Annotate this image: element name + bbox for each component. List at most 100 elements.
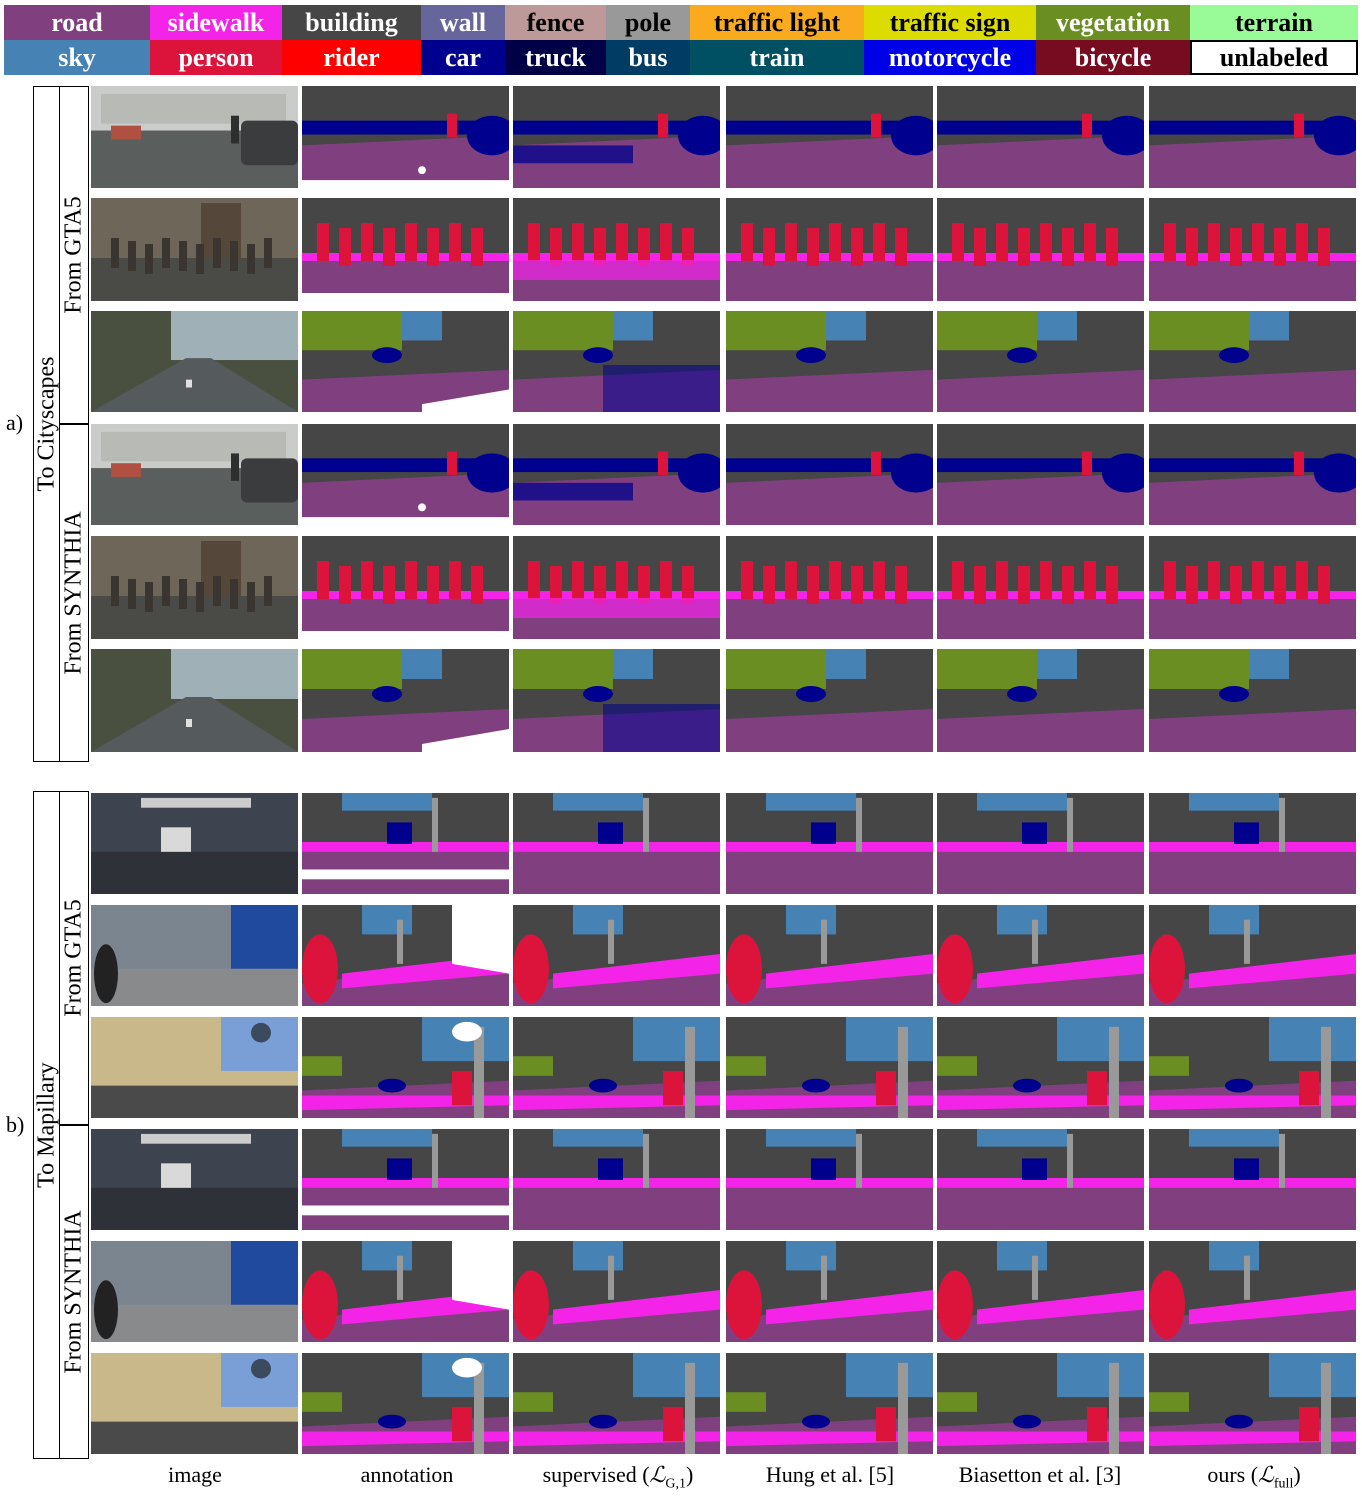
legend-wall: wall — [421, 5, 505, 40]
segmentation-map — [937, 536, 1144, 639]
tile-a-row4-supervised — [513, 424, 720, 525]
segmentation-map — [726, 1353, 933, 1454]
tile-b-row1-supervised — [513, 793, 720, 894]
segmentation-map — [937, 424, 1144, 525]
legend-person: person — [150, 40, 282, 75]
segmentation-map — [302, 424, 509, 525]
tile-b-row5-annotation — [302, 1241, 509, 1342]
tile-b-row4-hung — [726, 1129, 933, 1230]
tile-a-row5-supervised — [513, 536, 720, 639]
tile-b-row3-image — [91, 1017, 298, 1118]
tile-b-row3-supervised — [513, 1017, 720, 1118]
segmentation-map — [937, 1017, 1144, 1118]
section-a-letter: a) — [6, 410, 24, 435]
segmentation-map — [726, 905, 933, 1006]
section-b-frame: To Mapillary From GTA5 From SYNTHIA — [33, 791, 89, 1459]
col-label-biasetton: Biasetton et al. [3] — [958, 1462, 1122, 1487]
tile-a-row6-biasetton — [937, 649, 1144, 752]
tile-a-row1-ours — [1149, 86, 1356, 188]
tile-b-row1-hung — [726, 793, 933, 894]
segmentation-map — [726, 86, 933, 188]
tile-b-row6-supervised — [513, 1353, 720, 1454]
tile-b-row2-hung — [726, 905, 933, 1006]
legend-road: road — [4, 5, 150, 40]
segmentation-map — [302, 198, 509, 301]
segmentation-map — [1149, 793, 1356, 894]
tile-a-row4-image — [91, 424, 298, 525]
segmentation-map — [1149, 424, 1356, 525]
col-label-supervised: supervised (ℒG,1) — [542, 1462, 694, 1492]
segmentation-map — [937, 649, 1144, 752]
tile-a-row2-ours — [1149, 198, 1356, 301]
tile-a-row3-supervised — [513, 311, 720, 412]
tile-b-row4-supervised — [513, 1129, 720, 1230]
legend-sidewalk: sidewalk — [150, 5, 282, 40]
tile-b-row5-hung — [726, 1241, 933, 1342]
legend-building: building — [282, 5, 421, 40]
input-photo — [91, 311, 298, 412]
input-photo — [91, 1017, 298, 1118]
legend-motorcycle: motorcycle — [864, 40, 1036, 75]
segmentation-map — [513, 536, 720, 639]
input-photo — [91, 198, 298, 301]
segmentation-map — [937, 905, 1144, 1006]
section-b-letter: b) — [6, 1112, 25, 1137]
tile-b-row2-image — [91, 905, 298, 1006]
tile-b-row5-supervised — [513, 1241, 720, 1342]
legend-train: train — [690, 40, 864, 75]
segmentation-map — [302, 1129, 509, 1230]
segmentation-map — [726, 1017, 933, 1118]
tile-a-row1-supervised — [513, 86, 720, 188]
col-label-image: image — [168, 1462, 222, 1487]
col-label-hung: Hung et al. [5] — [765, 1462, 895, 1487]
segmentation-map — [1149, 1241, 1356, 1342]
tile-a-row1-biasetton — [937, 86, 1144, 188]
tile-b-row2-supervised — [513, 905, 720, 1006]
tile-b-row6-image — [91, 1353, 298, 1454]
tile-b-row6-hung — [726, 1353, 933, 1454]
section-a-sub2-box: From SYNTHIA — [60, 424, 89, 762]
segmentation-map — [302, 793, 509, 894]
tile-b-row3-hung — [726, 1017, 933, 1118]
tile-a-row5-hung — [726, 536, 933, 639]
segmentation-map — [937, 198, 1144, 301]
segmentation-map — [302, 86, 509, 188]
tile-a-row5-annotation — [302, 536, 509, 639]
tile-b-row3-biasetton — [937, 1017, 1144, 1118]
tile-b-row1-annotation — [302, 793, 509, 894]
input-photo — [91, 86, 298, 188]
segmentation-map — [513, 1241, 720, 1342]
tile-b-row3-annotation — [302, 1017, 509, 1118]
legend-fence: fence — [505, 5, 606, 40]
segmentation-map — [302, 905, 509, 1006]
segmentation-map — [1149, 311, 1356, 412]
section-a-title: To Cityscapes — [33, 356, 59, 492]
segmentation-map — [1149, 536, 1356, 639]
tile-a-row6-hung — [726, 649, 933, 752]
section-a-sub1-box: From GTA5 — [60, 86, 89, 424]
tile-b-row2-ours — [1149, 905, 1356, 1006]
tile-a-row2-hung — [726, 198, 933, 301]
legend-truck: truck — [505, 40, 606, 75]
section-a-frame: To Cityscapes From GTA5 From SYNTHIA — [33, 86, 89, 762]
segmentation-map — [937, 311, 1144, 412]
input-photo — [91, 1241, 298, 1342]
segmentation-map — [302, 1353, 509, 1454]
tile-a-row4-biasetton — [937, 424, 1144, 525]
col-label-annotation: annotation — [360, 1462, 454, 1487]
tile-a-row1-hung — [726, 86, 933, 188]
segmentation-map — [726, 1241, 933, 1342]
section-b-title: To Mapillary — [33, 1062, 59, 1188]
tile-a-row4-ours — [1149, 424, 1356, 525]
segmentation-map — [513, 1017, 720, 1118]
segmentation-map — [726, 793, 933, 894]
tile-a-row4-hung — [726, 424, 933, 525]
tile-a-row3-ours — [1149, 311, 1356, 412]
legend-row-2: sky person rider car truck bus train motorcycle… — [4, 40, 1358, 75]
tile-a-row5-ours — [1149, 536, 1356, 639]
tile-b-row1-biasetton — [937, 793, 1144, 894]
tile-a-row3-image — [91, 311, 298, 412]
section-a-sub2: From SYNTHIA — [60, 511, 87, 675]
input-photo — [91, 424, 298, 525]
section-b-sub1-box: From GTA5 — [60, 791, 89, 1125]
